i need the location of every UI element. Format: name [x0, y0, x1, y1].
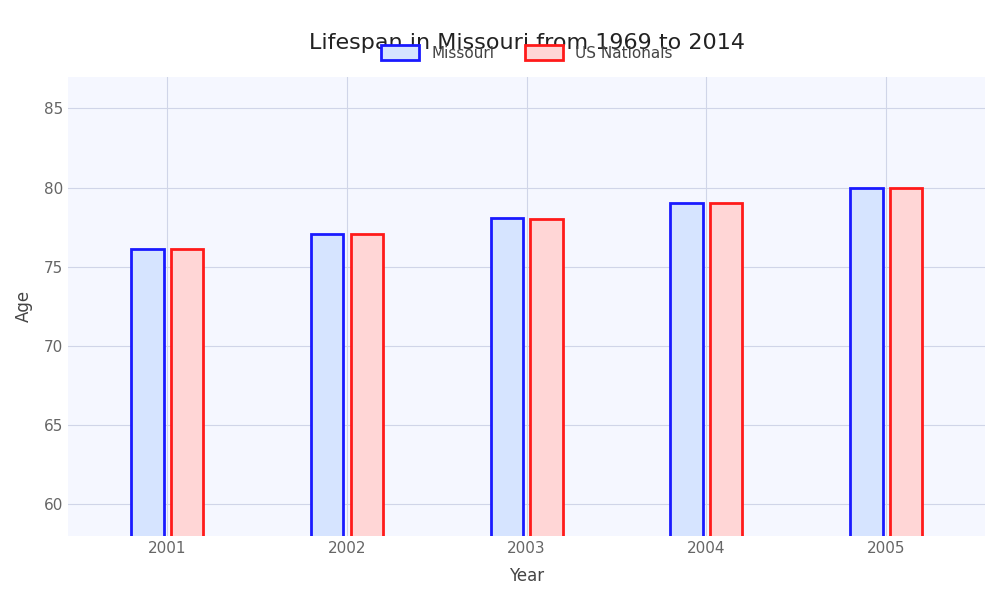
- Bar: [530, 220, 563, 600]
- Bar: [491, 218, 523, 600]
- Title: Lifespan in Missouri from 1969 to 2014: Lifespan in Missouri from 1969 to 2014: [309, 33, 745, 53]
- Bar: [710, 203, 742, 600]
- Bar: [670, 203, 703, 600]
- Legend: Missouri, US Nationals: Missouri, US Nationals: [375, 38, 679, 67]
- Bar: [131, 250, 164, 600]
- Bar: [890, 188, 922, 600]
- Bar: [351, 233, 383, 600]
- Bar: [171, 250, 203, 600]
- X-axis label: Year: Year: [509, 567, 544, 585]
- Bar: [311, 233, 343, 600]
- Bar: [850, 188, 883, 600]
- Y-axis label: Age: Age: [15, 290, 33, 322]
